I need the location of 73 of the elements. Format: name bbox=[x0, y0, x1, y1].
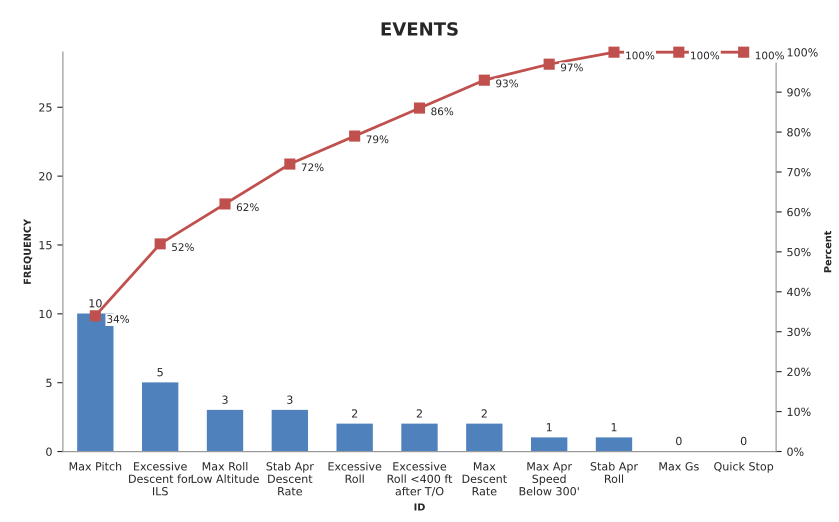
bar bbox=[206, 410, 244, 452]
y-tick-label: 0 bbox=[46, 448, 52, 456]
data-label: 100% bbox=[756, 52, 784, 60]
x-axis-title: ID bbox=[414, 503, 425, 511]
data-label: 1 bbox=[546, 423, 552, 432]
data-label: 10 bbox=[89, 299, 102, 308]
y2-tick-label: 30% bbox=[787, 328, 811, 336]
point bbox=[673, 46, 684, 58]
bar bbox=[596, 437, 632, 452]
data-label: 86% bbox=[431, 107, 454, 116]
data-label: 3 bbox=[222, 395, 228, 404]
chart-title: EVENTS bbox=[382, 22, 458, 36]
bar bbox=[142, 382, 178, 452]
data-label: 2 bbox=[416, 409, 422, 418]
point bbox=[414, 102, 426, 114]
point bbox=[544, 58, 555, 70]
x-tick-label: Excessive Descent for ILS bbox=[129, 462, 192, 496]
data-label: 100% bbox=[691, 52, 720, 60]
y-tick-label: 10 bbox=[40, 310, 52, 318]
y2-tick-label: 40% bbox=[787, 288, 811, 296]
data-label: 72% bbox=[302, 163, 324, 172]
point bbox=[154, 238, 166, 250]
y-axis-title: FREQUENCY bbox=[24, 218, 32, 284]
x-tick-label: Max Apr Speed Below 300' bbox=[520, 462, 579, 496]
bar bbox=[272, 410, 308, 452]
point bbox=[608, 46, 620, 58]
data-label: 100% bbox=[626, 52, 654, 60]
y-tick-label: 15 bbox=[40, 241, 52, 250]
data-label: 0 bbox=[740, 436, 746, 446]
y2-tick-label: 90% bbox=[787, 88, 811, 97]
data-label: 97% bbox=[560, 63, 583, 72]
x-tick-label: Stab Apr Descent Rate bbox=[266, 462, 314, 496]
y2-tick-label: 50% bbox=[787, 248, 811, 256]
y2-tick-label: 10% bbox=[788, 408, 811, 416]
x-tick-label: Max Gs bbox=[659, 462, 699, 471]
y2-tick-label: 80% bbox=[787, 128, 811, 136]
x-tick-label: Quick Stop bbox=[714, 462, 774, 473]
data-label: 34% bbox=[107, 315, 130, 323]
bar bbox=[530, 437, 568, 452]
bar bbox=[336, 424, 373, 452]
data-label: 93% bbox=[496, 79, 518, 88]
data-label: 62% bbox=[236, 203, 259, 212]
y2-tick-label: 0% bbox=[787, 448, 804, 456]
y2-axis-title: Percent bbox=[824, 230, 832, 272]
x-tick-label: Max Roll Low Altitude bbox=[192, 462, 259, 483]
data-label: 5 bbox=[157, 368, 163, 376]
y2-tick-label: 20% bbox=[787, 368, 811, 376]
data-label: 3 bbox=[287, 395, 292, 404]
y2-tick-label: 60% bbox=[787, 208, 811, 216]
x-tick-label: Max Descent Rate bbox=[462, 462, 507, 496]
point bbox=[284, 158, 296, 170]
point bbox=[738, 46, 750, 58]
data-label: 1 bbox=[612, 423, 617, 432]
data-label: 2 bbox=[482, 409, 487, 418]
x-tick-label: Excessive Roll <400 ft after T/O bbox=[388, 462, 452, 496]
point bbox=[90, 310, 101, 322]
x-tick-label: Stab Apr Roll bbox=[590, 462, 638, 483]
y-tick-label: 20 bbox=[39, 172, 52, 181]
point bbox=[349, 130, 360, 142]
data-label: 0 bbox=[676, 436, 682, 446]
bar bbox=[401, 424, 438, 452]
x-tick-label: Max Pitch bbox=[70, 462, 122, 471]
bar bbox=[466, 424, 503, 452]
y2-tick-label: 70% bbox=[787, 168, 811, 176]
y-tick-label: 25 bbox=[39, 103, 52, 112]
point bbox=[219, 198, 231, 210]
y2-tick-label: 100% bbox=[788, 48, 818, 57]
x-tick-label: Excessive Roll bbox=[328, 462, 382, 483]
data-label: 2 bbox=[352, 409, 358, 418]
point bbox=[478, 74, 490, 86]
data-label: 52% bbox=[172, 243, 194, 252]
y-tick-label: 5 bbox=[46, 378, 52, 388]
data-label: 79% bbox=[366, 135, 388, 144]
